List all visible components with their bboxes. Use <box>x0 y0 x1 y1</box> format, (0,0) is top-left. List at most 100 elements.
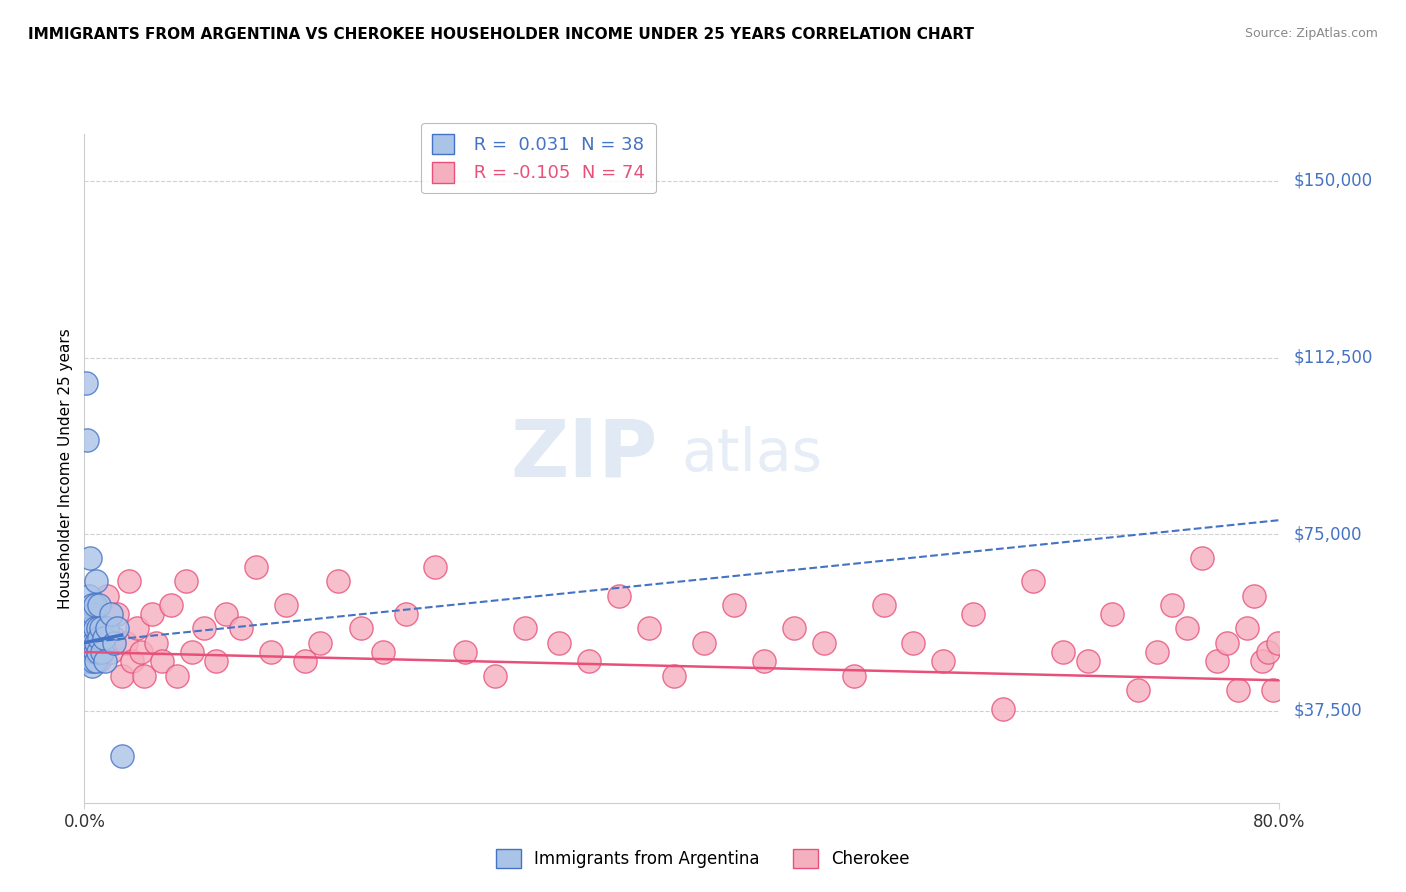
Point <box>309 635 332 649</box>
Point <box>91 622 114 636</box>
Point <box>664 668 686 682</box>
Point <box>77 622 100 636</box>
Point <box>132 668 156 682</box>
Point <box>89 655 111 669</box>
Point <box>82 607 104 622</box>
Point <box>1101 607 1123 622</box>
Legend: Immigrants from Argentina, Cherokee: Immigrants from Argentina, Cherokee <box>489 842 917 875</box>
Point <box>548 635 571 649</box>
Point <box>962 607 984 622</box>
Point <box>1263 682 1285 697</box>
Point <box>77 607 100 622</box>
Point <box>76 645 98 659</box>
Point <box>294 655 316 669</box>
Point <box>991 701 1014 715</box>
Point <box>103 635 125 649</box>
Text: IMMIGRANTS FROM ARGENTINA VS CHEROKEE HOUSEHOLDER INCOME UNDER 25 YEARS CORRELAT: IMMIGRANTS FROM ARGENTINA VS CHEROKEE HO… <box>28 27 974 42</box>
Point <box>80 598 103 612</box>
Point <box>193 622 215 636</box>
Text: Source: ZipAtlas.com: Source: ZipAtlas.com <box>1244 27 1378 40</box>
Point <box>86 635 108 649</box>
Point <box>79 645 101 659</box>
Point <box>166 668 188 682</box>
Point <box>82 635 104 649</box>
Point <box>1250 655 1272 669</box>
Point <box>1267 635 1289 649</box>
Point <box>174 574 197 589</box>
Point <box>1146 645 1168 659</box>
Point <box>76 622 98 636</box>
Point <box>1052 645 1074 659</box>
Point <box>1243 589 1265 603</box>
Point <box>129 645 152 659</box>
Point <box>260 645 283 659</box>
Point <box>1216 635 1239 649</box>
Point <box>245 560 267 574</box>
Point <box>231 622 253 636</box>
Point <box>105 607 128 622</box>
Point <box>91 645 114 659</box>
Point <box>80 631 103 645</box>
Point <box>90 622 112 636</box>
Text: $75,000: $75,000 <box>1294 525 1362 543</box>
Text: $150,000: $150,000 <box>1294 172 1372 190</box>
Point <box>83 622 105 636</box>
Point <box>1077 655 1099 669</box>
Point <box>842 668 865 682</box>
Text: $112,500: $112,500 <box>1294 349 1372 367</box>
Point <box>274 598 297 612</box>
Point <box>80 622 103 636</box>
Point <box>932 655 955 669</box>
Point <box>105 622 128 636</box>
Point <box>96 622 118 636</box>
Point <box>578 655 600 669</box>
Point <box>1160 598 1182 612</box>
Point <box>79 622 101 636</box>
Legend:  R =  0.031  N = 38,  R = -0.105  N = 74: R = 0.031 N = 38, R = -0.105 N = 74 <box>422 123 655 194</box>
Point <box>96 589 118 603</box>
Point <box>125 622 148 636</box>
Point <box>121 655 143 669</box>
Point <box>79 655 101 669</box>
Point <box>82 655 104 669</box>
Point <box>80 659 103 673</box>
Point <box>394 607 416 622</box>
Point <box>76 433 98 447</box>
Point <box>100 607 122 622</box>
Text: ZIP: ZIP <box>510 416 658 494</box>
Point <box>89 631 111 645</box>
Point <box>454 645 477 659</box>
Point <box>111 748 134 763</box>
Point <box>1126 682 1149 697</box>
Point <box>103 631 125 645</box>
Point <box>83 645 105 659</box>
Point <box>77 589 100 603</box>
Point <box>111 668 134 682</box>
Point <box>607 589 630 603</box>
Point <box>215 607 238 622</box>
Point <box>328 574 350 589</box>
Point <box>371 645 394 659</box>
Point <box>205 655 228 669</box>
Point <box>94 655 117 669</box>
Point <box>350 622 373 636</box>
Point <box>1175 622 1198 636</box>
Point <box>141 607 163 622</box>
Y-axis label: Householder Income Under 25 years: Householder Income Under 25 years <box>58 328 73 608</box>
Point <box>1205 655 1227 669</box>
Point <box>425 560 447 574</box>
Point <box>100 645 122 659</box>
Point <box>86 655 108 669</box>
Text: $37,500: $37,500 <box>1294 702 1362 720</box>
Point <box>87 622 110 636</box>
Point <box>484 668 506 682</box>
Point <box>86 574 108 589</box>
Point <box>115 635 138 649</box>
Point <box>93 631 115 645</box>
Point <box>1191 550 1213 565</box>
Text: atlas: atlas <box>682 426 823 483</box>
Point <box>783 622 806 636</box>
Point <box>903 635 925 649</box>
Point <box>1022 574 1045 589</box>
Point <box>1236 622 1258 636</box>
